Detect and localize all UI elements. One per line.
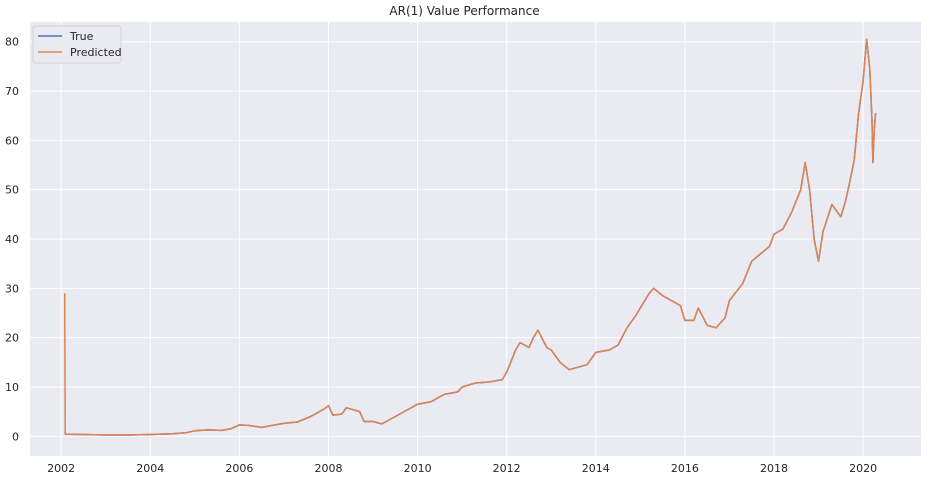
legend-label-predicted: Predicted bbox=[70, 46, 122, 59]
x-tick-label: 2002 bbox=[47, 462, 75, 475]
x-tick-label: 2020 bbox=[849, 462, 877, 475]
legend: True Predicted bbox=[32, 25, 122, 64]
x-tick-label: 2012 bbox=[493, 462, 521, 475]
x-tick-label: 2014 bbox=[582, 462, 610, 475]
legend-label-true: True bbox=[69, 30, 94, 43]
y-tick-label: 60 bbox=[5, 134, 19, 147]
y-tick-label: 0 bbox=[12, 430, 19, 443]
y-tick-label: 20 bbox=[5, 332, 19, 345]
x-tick-label: 2018 bbox=[760, 462, 788, 475]
y-tick-label: 80 bbox=[5, 36, 19, 49]
series-lines bbox=[63, 38, 877, 436]
series-line-predicted bbox=[63, 38, 877, 436]
axis-ticks: 2002 2004 2006 2008 2010 2012 2014 2016 2018 2020… bbox=[5, 36, 877, 475]
y-tick-label: 10 bbox=[5, 381, 19, 394]
x-tick-label: 2008 bbox=[314, 462, 342, 475]
x-tick-label: 2016 bbox=[671, 462, 699, 475]
x-tick-label: 2010 bbox=[404, 462, 432, 475]
y-tick-label: 30 bbox=[5, 282, 19, 295]
y-tick-label: 50 bbox=[5, 184, 19, 197]
grid-lines bbox=[30, 22, 921, 456]
x-tick-label: 2004 bbox=[136, 462, 164, 475]
y-tick-label: 70 bbox=[5, 85, 19, 98]
x-tick-label: 2006 bbox=[225, 462, 253, 475]
chart-title: AR(1) Value Performance bbox=[389, 4, 540, 18]
y-tick-label: 40 bbox=[5, 233, 19, 246]
